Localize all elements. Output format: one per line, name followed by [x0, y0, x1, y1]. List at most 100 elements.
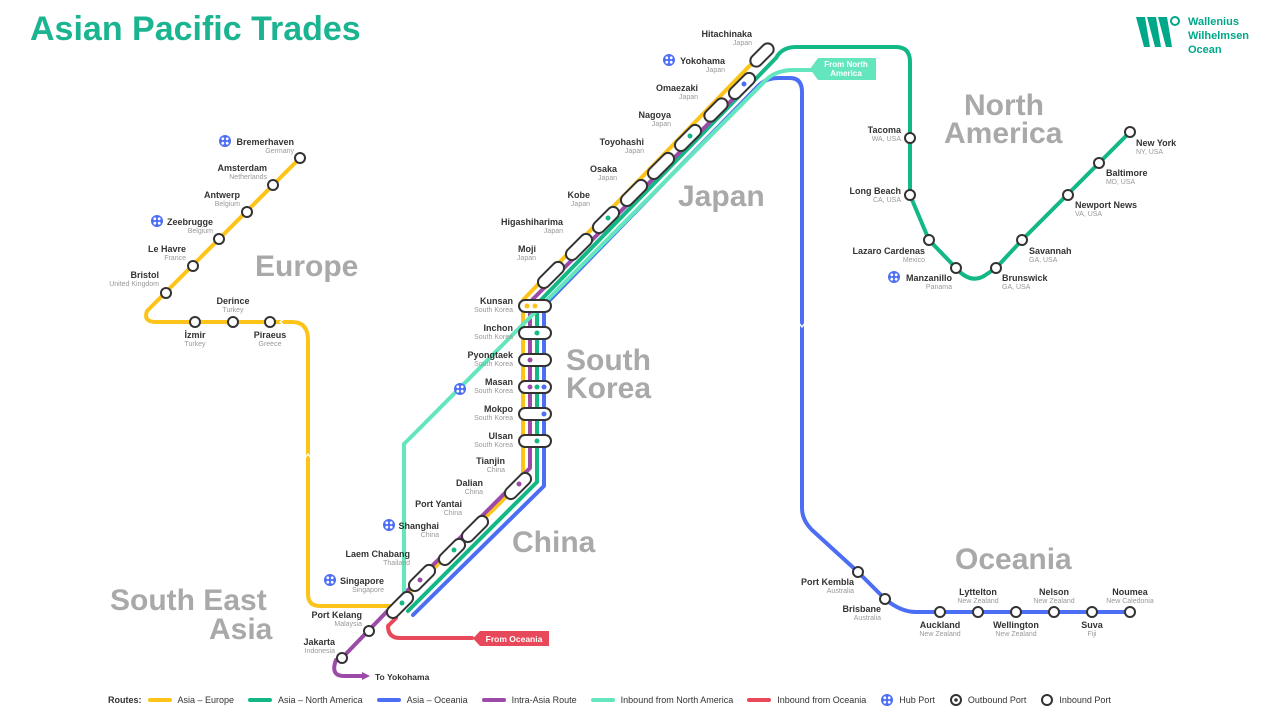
port-name: Shanghai [398, 521, 439, 531]
port-country: Japan [544, 228, 563, 235]
port-country: Belgium [215, 201, 240, 208]
port-country: China [444, 510, 462, 517]
station-osaka[interactable] [618, 177, 649, 208]
port-marker-suva[interactable] [1086, 606, 1098, 618]
port-country: Turkey [222, 307, 244, 314]
port-country: United Kingdom [109, 281, 159, 288]
port-country: New Zealand [919, 631, 960, 638]
port-name: Moji [518, 244, 536, 254]
legend-routes-label: Routes: [108, 695, 142, 705]
region-north-america: North America [944, 89, 1063, 150]
port-marker-brunswick[interactable] [990, 262, 1002, 274]
station-hitachinaka[interactable] [748, 41, 776, 69]
port-name: Bremerhaven [236, 137, 294, 147]
port-name: Mokpo [484, 404, 513, 414]
port-marker-jakarta[interactable] [336, 652, 348, 664]
port-marker-derince[interactable] [227, 316, 239, 328]
hub-port-icon [663, 54, 675, 66]
region-europe: Europe [255, 250, 358, 283]
route-map: Europe Japan North America South Korea Chi… [109, 29, 1177, 682]
port-name: Tianjin [476, 456, 505, 466]
port-name: Jakarta [303, 637, 336, 647]
port-marker-bremerhaven[interactable] [294, 152, 306, 164]
port-name: Bristol [130, 270, 159, 280]
port-marker-wellington[interactable] [1010, 606, 1022, 618]
port-marker-savannah[interactable] [1016, 234, 1028, 246]
station-toyohashi[interactable] [645, 150, 676, 181]
legend-route-intra-asia: Intra-Asia Route [481, 695, 577, 705]
port-marker-brisbane[interactable] [879, 593, 891, 605]
port-marker-long-beach[interactable] [904, 189, 916, 201]
port-marker-bristol[interactable] [160, 287, 172, 299]
map-title: Asian Pacific Trades [30, 10, 361, 48]
hub-port-icon [324, 574, 336, 586]
port-marker-auckland[interactable] [934, 606, 946, 618]
port-name: Higashiharima [501, 217, 564, 227]
port-name: Masan [485, 377, 513, 387]
port-marker-newport-news[interactable] [1062, 189, 1074, 201]
port-country: Australia [827, 588, 854, 595]
port-name: Tacoma [868, 125, 902, 135]
port-country: China [465, 489, 483, 496]
port-marker-izmir[interactable] [189, 316, 201, 328]
port-country: WA, USA [872, 136, 902, 143]
station-laem-chabang[interactable] [406, 562, 437, 593]
port-marker-port-kembla[interactable] [852, 566, 864, 578]
port-country: Singapore [352, 587, 384, 594]
port-name: New York [1136, 138, 1177, 148]
port-marker-piraeus[interactable] [264, 316, 276, 328]
direction-chevrons [278, 318, 806, 459]
station-route-dots [399, 81, 747, 606]
station-higashiharima[interactable] [563, 231, 594, 262]
port-name: Osaka [590, 164, 618, 174]
station-shanghai[interactable] [436, 536, 467, 567]
port-name: Baltimore [1106, 168, 1148, 178]
port-marker-noumea[interactable] [1124, 606, 1136, 618]
port-country: Malaysia [334, 621, 362, 628]
legend-route-inbound-oceania: Inbound from Oceania [747, 695, 866, 705]
port-name: Port Kelang [311, 610, 362, 620]
region-south-east-asia: South East Asia [110, 584, 273, 646]
port-country: Belgium [188, 228, 213, 235]
port-marker-nelson[interactable] [1048, 606, 1060, 618]
port-marker-lazaro-cardenas[interactable] [923, 234, 935, 246]
station-moji[interactable] [535, 259, 566, 290]
port-marker-manzanillo[interactable] [950, 262, 962, 274]
station-kobe[interactable] [590, 204, 621, 235]
region-china: China [512, 526, 596, 559]
port-marker-tacoma[interactable] [904, 132, 916, 144]
port-marker-baltimore[interactable] [1093, 157, 1105, 169]
port-name: Dalian [456, 478, 483, 488]
station-omaezaki[interactable] [702, 96, 730, 124]
port-country: France [164, 255, 186, 262]
port-country: New Zealand [1033, 598, 1074, 605]
station-mokpo[interactable] [518, 407, 552, 421]
port-country: Turkey [184, 341, 206, 348]
region-oceania: Oceania [955, 543, 1072, 576]
port-marker-antwerp[interactable] [241, 206, 253, 218]
port-marker-port-kelang[interactable] [363, 625, 375, 637]
port-name: Laem Chabang [345, 549, 410, 559]
port-name: Singapore [340, 576, 384, 586]
port-marker-amsterdam[interactable] [267, 179, 279, 191]
hub-port-icon [454, 383, 466, 395]
station-singapore[interactable] [384, 589, 415, 620]
station-port-yantai[interactable] [459, 513, 490, 544]
port-name: Nelson [1039, 587, 1069, 597]
hub-port-icon [881, 694, 894, 706]
port-marker-lyttelton[interactable] [972, 606, 984, 618]
port-name: Nagoya [638, 110, 672, 120]
brand-name: Wallenius Wilhelmsen Ocean [1188, 15, 1249, 57]
port-name: Derince [216, 296, 249, 306]
region-labels: Europe Japan North America South Korea Chi… [110, 89, 1072, 646]
port-marker-new-york[interactable] [1124, 126, 1136, 138]
port-country: Japan [598, 175, 617, 182]
station-nagoya[interactable] [672, 122, 703, 153]
port-name: Manzanillo [906, 273, 953, 283]
port-marker-zeebrugge[interactable] [213, 233, 225, 245]
legend-hub-port: Hub Port [880, 693, 935, 707]
port-name: İzmir [184, 330, 206, 340]
port-marker-le-havre[interactable] [187, 260, 199, 272]
station-pyongtaek[interactable] [518, 353, 552, 367]
station-yokohama[interactable] [726, 70, 757, 101]
